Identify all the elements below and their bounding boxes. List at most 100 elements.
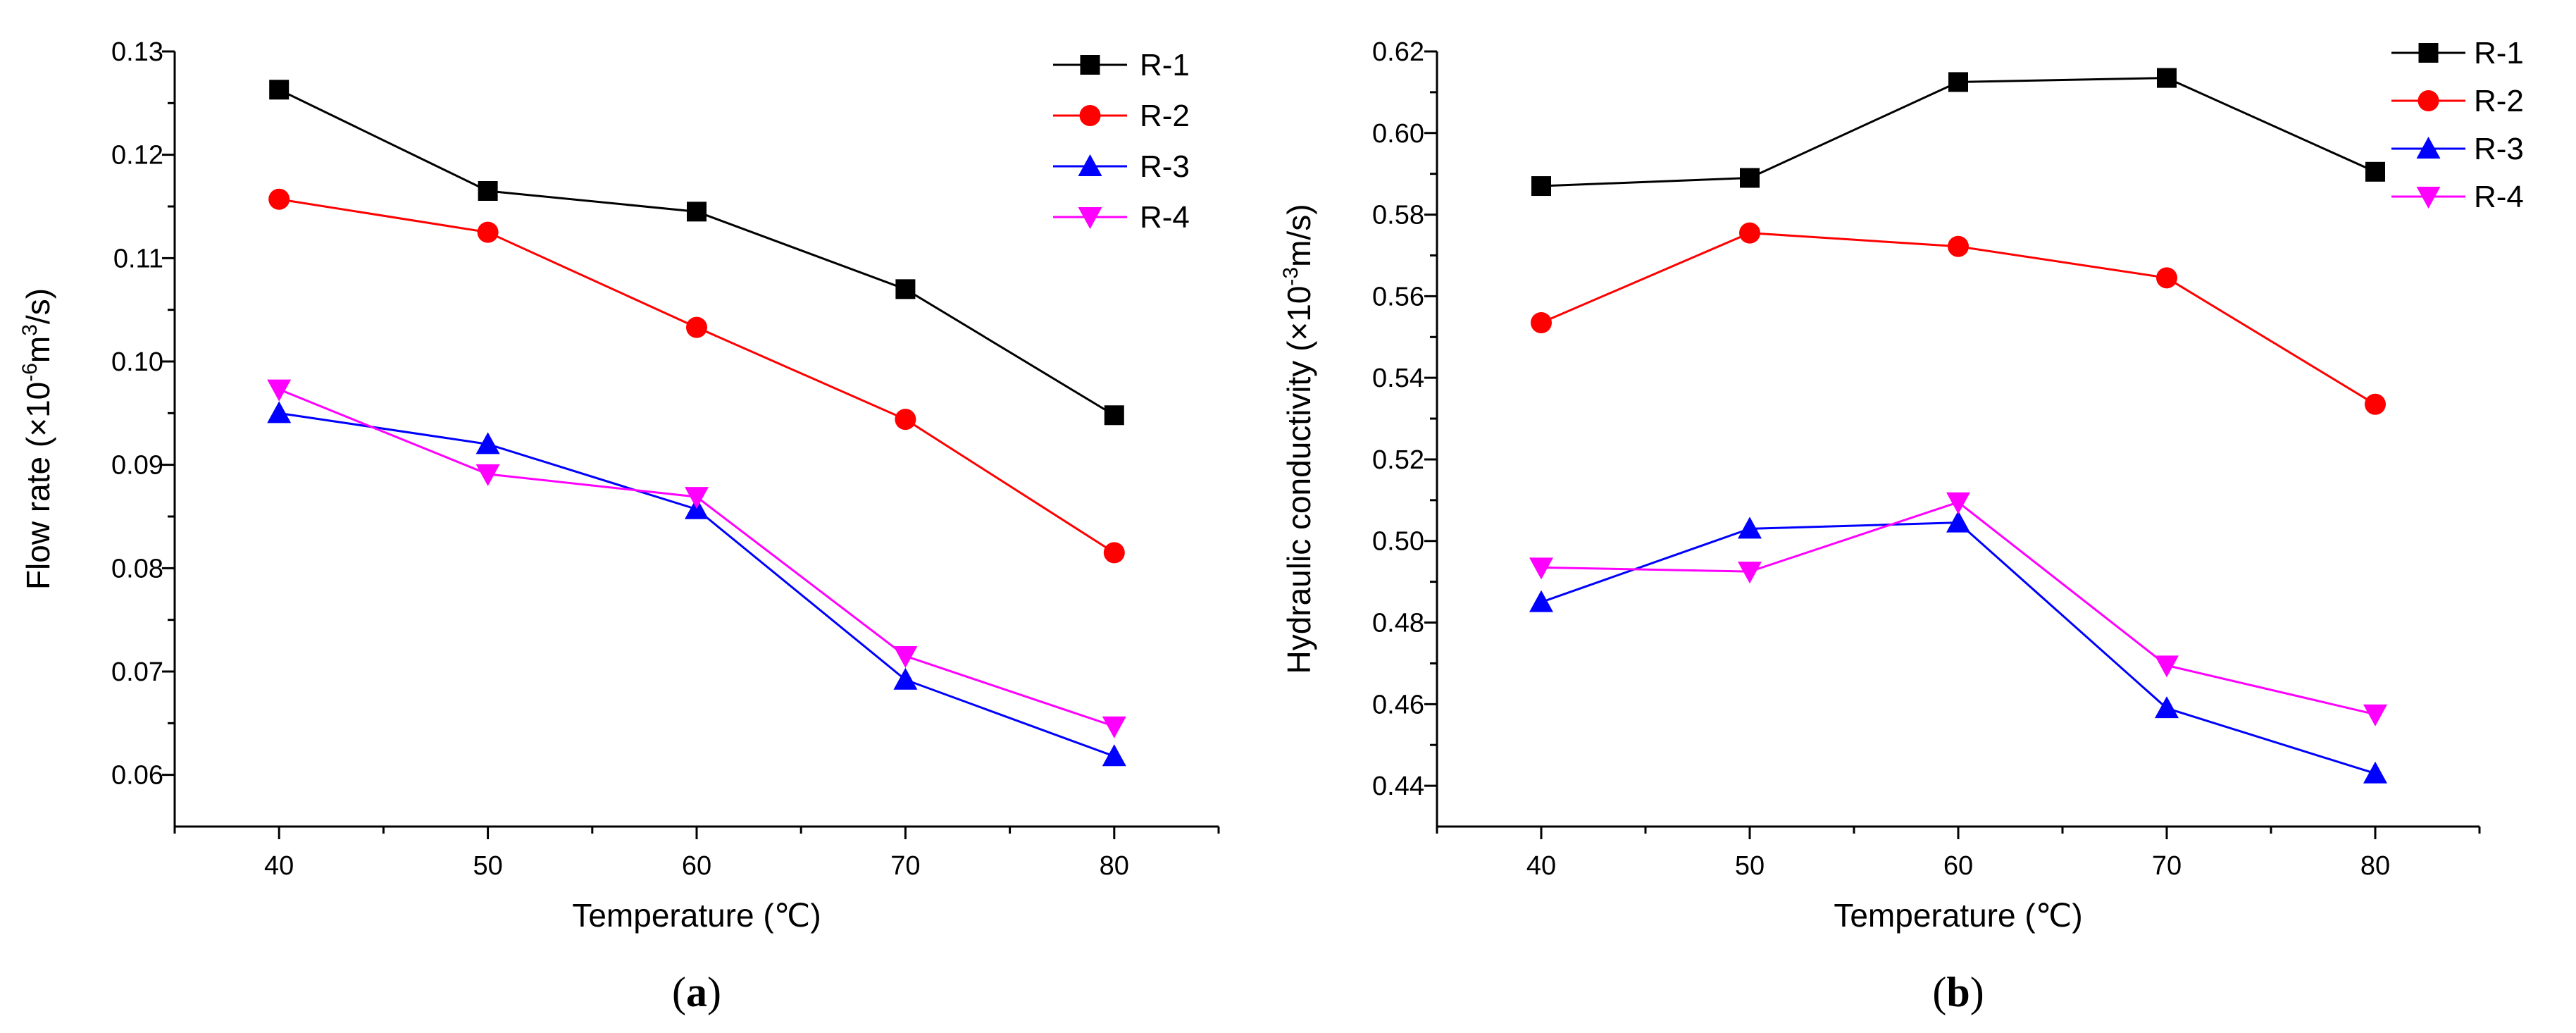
data-point-r-4	[1946, 492, 1970, 514]
x-axis-title: Temperature (℃)	[1834, 897, 2082, 934]
data-point-r-2	[2365, 393, 2386, 415]
x-tick-label: 80	[1100, 851, 1129, 881]
data-point-r-3	[1738, 516, 1762, 539]
x-tick-label: 70	[890, 851, 920, 881]
data-point-r-1	[895, 279, 916, 299]
data-point-r-1	[687, 202, 707, 222]
x-tick-label: 70	[2152, 851, 2182, 881]
y-tick-label: 0.56	[1372, 282, 1424, 311]
y-axis-title-text: Hydraulic conductivity (×10	[1281, 286, 1317, 674]
data-point-r-3	[475, 432, 500, 454]
legend-label: R-2	[2474, 84, 2524, 118]
legend-label: R-4	[2474, 180, 2524, 214]
y-axis-title-exponent: 3	[18, 324, 42, 336]
data-point-r-1	[1531, 176, 1551, 197]
data-point-r-2	[1531, 312, 1552, 333]
series-line-r-1	[1541, 77, 2376, 187]
series-line-r-4	[278, 388, 1115, 728]
legend-label: R-4	[1140, 200, 1190, 235]
y-tick-label: 0.52	[1372, 445, 1424, 475]
y-axis-title-text: Flow rate (×10	[20, 382, 56, 590]
data-point-r-1	[2365, 161, 2385, 182]
legend-marker	[2418, 43, 2439, 63]
data-point-r-3	[893, 667, 918, 690]
panel-label: (b)	[1932, 969, 1984, 1015]
data-point-r-3	[1946, 510, 1970, 533]
legend-marker	[1079, 105, 1101, 126]
data-point-r-4	[1529, 557, 1553, 580]
data-point-r-2	[895, 409, 916, 431]
y-axis-title-exponent: -3	[1279, 267, 1302, 286]
legend-label: R-3	[1140, 149, 1190, 184]
panel-label-letter: b	[1946, 969, 1970, 1015]
panel-label-letter: a	[686, 969, 707, 1015]
x-tick-label: 80	[2360, 851, 2390, 881]
y-tick-label: 0.48	[1372, 609, 1424, 638]
panel-label-paren: (	[672, 969, 686, 1015]
y-tick-label: 0.06	[111, 761, 163, 791]
x-axis-title: Temperature (℃)	[572, 897, 821, 934]
y-tick-label: 0.07	[111, 657, 163, 687]
legend-label: R-1	[2474, 36, 2524, 70]
x-tick-label: 40	[1526, 851, 1556, 881]
panel-label-paren: (	[1932, 969, 1946, 1015]
y-tick-label: 0.11	[113, 244, 163, 273]
y-tick-label: 0.13	[111, 37, 163, 67]
data-point-r-4	[2155, 655, 2179, 678]
series-line-r-3	[278, 412, 1115, 757]
data-point-r-4	[267, 379, 292, 402]
data-point-r-4	[1102, 716, 1126, 738]
data-point-r-4	[475, 464, 500, 486]
x-tick-label: 50	[1735, 851, 1765, 881]
data-point-r-2	[1103, 542, 1125, 564]
data-point-r-2	[1948, 235, 1969, 257]
data-point-r-3	[1529, 590, 1553, 612]
data-point-r-2	[268, 188, 290, 210]
x-tick-label: 60	[682, 851, 711, 881]
legend-marker	[2416, 187, 2441, 209]
data-point-r-2	[686, 316, 707, 338]
chart-panel-a: 0.06 0.07 0.08 0.09 0.10 0.11 0.12 0.13 40 50 60 70…	[18, 37, 1220, 1015]
legend-label: R-3	[2474, 132, 2524, 166]
data-point-r-3	[2363, 761, 2387, 784]
data-point-r-3	[1102, 744, 1126, 767]
x-tick-label: 50	[473, 851, 502, 881]
x-tick-label: 60	[1943, 851, 1973, 881]
data-point-r-1	[1104, 405, 1124, 426]
y-tick-label: 0.54	[1372, 364, 1424, 393]
y-tick-label: 0.08	[111, 554, 163, 583]
y-axis-title-text: m/s)	[1281, 204, 1317, 266]
data-point-r-4	[2363, 704, 2387, 726]
legend-label: R-2	[1140, 99, 1190, 133]
legend-marker	[1078, 207, 1102, 229]
y-tick-label: 0.60	[1372, 119, 1424, 149]
data-point-r-4	[893, 646, 918, 668]
y-axis-title: Flow rate (×10-6m3/s)	[18, 288, 56, 590]
legend-marker	[1080, 55, 1100, 75]
y-tick-label: 0.09	[111, 451, 163, 481]
data-point-r-3	[267, 401, 292, 423]
data-point-r-1	[1948, 72, 1968, 92]
data-point-r-3	[2155, 696, 2179, 719]
panel-label-paren: )	[1970, 969, 1984, 1015]
y-tick-label: 0.10	[111, 347, 163, 377]
x-tick-label: 40	[264, 851, 294, 881]
data-point-r-2	[477, 221, 499, 243]
data-point-r-1	[478, 181, 498, 201]
y-tick-label: 0.50	[1372, 527, 1424, 557]
y-axis-title-exponent: -6	[18, 363, 42, 382]
y-tick-label: 0.12	[111, 141, 163, 171]
y-tick-label: 0.58	[1372, 201, 1424, 230]
data-point-r-1	[2157, 68, 2177, 88]
y-axis-title-text: /s)	[20, 288, 56, 324]
data-point-r-1	[269, 80, 290, 100]
legend-marker	[1078, 154, 1102, 176]
data-point-r-1	[1740, 168, 1760, 188]
series-line-r-1	[278, 88, 1115, 416]
panel-label: (a)	[672, 969, 721, 1015]
data-point-r-4	[685, 487, 709, 509]
legend-marker	[2418, 90, 2439, 111]
series-line-r-3	[1541, 521, 2376, 775]
y-axis-title: Hydraulic conductivity (×10-3m/s)	[1279, 204, 1317, 674]
